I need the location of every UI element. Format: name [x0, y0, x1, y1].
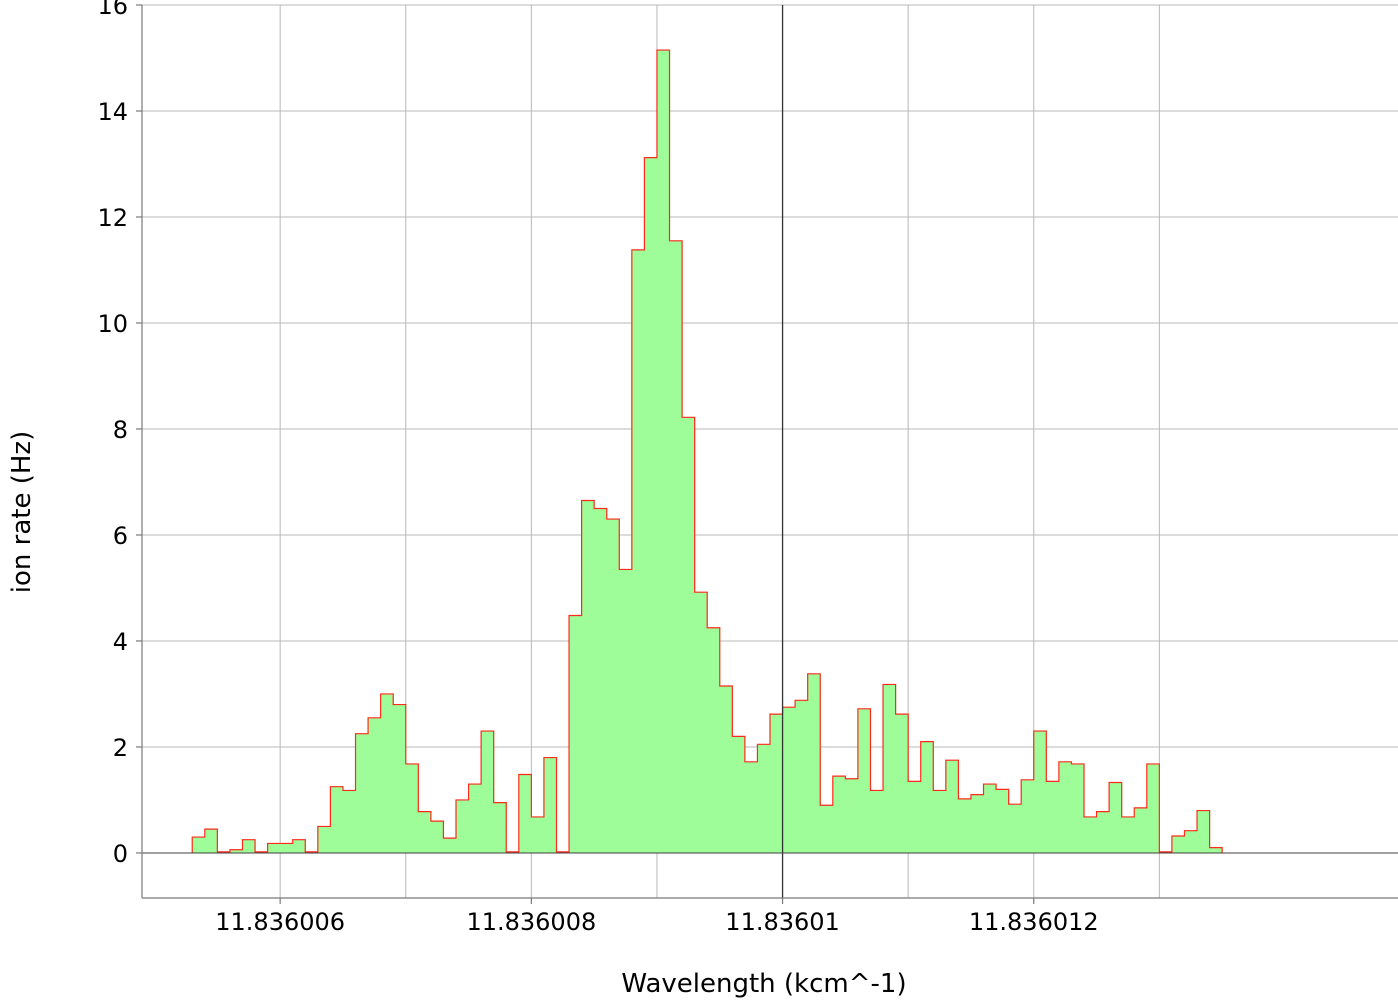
histogram-bin — [380, 693, 394, 853]
histogram-bin — [443, 838, 457, 853]
histogram-bin — [656, 50, 671, 853]
histogram-bin — [669, 240, 683, 853]
histogram-bin — [895, 714, 909, 853]
histogram-bin — [845, 778, 859, 853]
histogram-bin — [481, 731, 495, 853]
histogram-bin — [770, 714, 784, 853]
x-axis-title: Wavelength (kcm^-1) — [621, 969, 906, 999]
y-tick-label: 8 — [113, 416, 128, 444]
histogram-bin — [1071, 763, 1085, 853]
histogram-bin — [744, 761, 759, 853]
histogram-bin — [1109, 782, 1123, 853]
histogram-bin — [719, 686, 733, 853]
histogram-bin — [1184, 830, 1198, 853]
histogram-bin — [920, 741, 934, 853]
histogram-bin — [983, 784, 997, 853]
histogram-bin — [908, 781, 922, 853]
histogram-bin — [1134, 807, 1148, 853]
histogram-bin — [1084, 816, 1098, 853]
histogram-bin — [368, 717, 382, 853]
histogram-bin — [883, 684, 897, 853]
histogram-bin — [543, 757, 558, 853]
y-tick-label: 6 — [113, 522, 128, 550]
histogram-bin — [430, 821, 445, 853]
histogram-bin — [1146, 763, 1160, 853]
histogram-bin — [1021, 779, 1035, 853]
histogram-bin — [857, 708, 872, 853]
histogram-bin — [342, 790, 357, 853]
histogram-bin — [1058, 761, 1073, 853]
histogram-bin — [682, 417, 696, 853]
histogram-bin — [330, 786, 344, 853]
histogram-bin — [1171, 835, 1186, 853]
histogram-bin — [518, 774, 532, 853]
y-tick-label: 14 — [97, 98, 128, 126]
histogram-bin — [531, 816, 545, 853]
histogram-bin — [229, 849, 244, 853]
histogram-bin — [631, 249, 645, 853]
histogram-bin — [795, 700, 809, 853]
histogram-bin — [1209, 847, 1223, 853]
histogram-bin — [393, 704, 407, 853]
histogram-bin — [292, 839, 306, 853]
axis-ticks: 0 2 4 6 8 10 12 14 16 11.836006 11.836008 11.83601 1… — [97, 0, 1098, 936]
histogram-bin — [782, 707, 796, 853]
histogram-bin — [581, 500, 595, 853]
histogram-bin — [242, 839, 256, 853]
histogram-bin — [644, 157, 658, 853]
histogram-bin — [204, 829, 218, 853]
histogram-bin — [1096, 811, 1110, 853]
histogram-bin — [594, 508, 608, 853]
histogram-bin — [1046, 781, 1060, 853]
histogram-bin — [996, 789, 1010, 853]
y-axis-title: ion rate (Hz) — [7, 431, 37, 593]
histogram-bin — [807, 673, 821, 853]
y-tick-label: 0 — [113, 840, 128, 868]
histogram-bin — [1121, 816, 1135, 853]
histogram-bin — [317, 826, 331, 853]
histogram-bin — [732, 736, 746, 853]
y-tick-label: 12 — [97, 204, 128, 232]
histogram-bin — [832, 776, 846, 853]
histogram-bin — [933, 790, 947, 853]
histogram-outline — [191, 49, 1223, 853]
histogram-bin — [619, 569, 633, 853]
histogram-bin — [945, 760, 959, 853]
histogram-bin — [820, 805, 834, 853]
histogram-bin — [267, 843, 281, 853]
histogram-bin — [1008, 804, 1022, 853]
histogram-bin — [958, 798, 972, 853]
y-tick-label: 10 — [97, 310, 128, 338]
y-tick-label: 4 — [113, 628, 128, 656]
histogram-bin — [569, 615, 583, 853]
x-tick-label: 11.836008 — [466, 908, 596, 936]
histogram-bin — [468, 784, 482, 853]
histogram-bin — [606, 519, 620, 853]
x-tick-label: 11.836012 — [969, 908, 1099, 936]
histogram-bin — [970, 794, 985, 853]
histogram-bin — [493, 802, 507, 853]
histogram-bin — [418, 811, 432, 853]
histogram-bin — [870, 790, 884, 853]
y-tick-label: 2 — [113, 734, 128, 762]
histogram-bin — [192, 837, 206, 853]
histogram-bin — [1033, 731, 1047, 853]
histogram-bin — [456, 799, 470, 853]
x-tick-label: 11.836006 — [215, 908, 345, 936]
histogram-bin — [707, 627, 721, 853]
histogram-bin — [694, 592, 708, 853]
histogram-bin — [405, 763, 419, 853]
histogram-bin — [280, 843, 294, 853]
histogram-bin — [1197, 810, 1211, 853]
x-tick-label: 11.83601 — [725, 908, 840, 936]
histogram-bin — [355, 733, 369, 853]
histogram-bin — [757, 744, 771, 853]
y-tick-label: 16 — [97, 0, 128, 20]
